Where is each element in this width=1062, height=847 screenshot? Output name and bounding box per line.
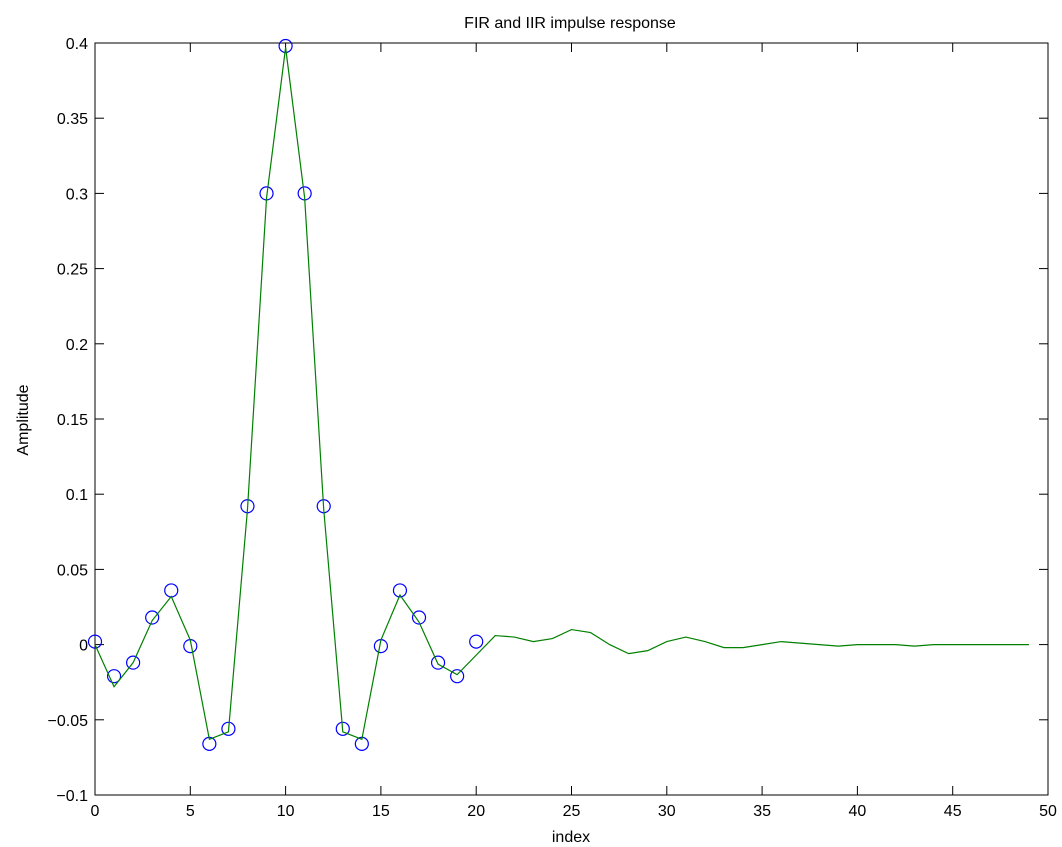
fir-response-point bbox=[411, 610, 427, 625]
x-tick-label: 10 bbox=[277, 803, 295, 820]
x-tick-label: 0 bbox=[91, 803, 100, 820]
x-tick-label: 20 bbox=[467, 803, 485, 820]
y-tick-label: −0.1 bbox=[56, 788, 88, 805]
x-tick-label: 50 bbox=[1039, 803, 1057, 820]
x-tick-label: 40 bbox=[849, 803, 867, 820]
axes-box bbox=[94, 42, 1049, 796]
y-tick-label: 0 bbox=[79, 638, 88, 655]
y-tick-label: −0.05 bbox=[48, 713, 89, 730]
fir-response-point bbox=[335, 721, 350, 736]
x-tick-label: 45 bbox=[944, 803, 962, 820]
fir-response-point bbox=[450, 669, 465, 684]
fir-response-point bbox=[430, 655, 446, 670]
fir-response-point bbox=[106, 669, 122, 684]
x-tick-label: 5 bbox=[186, 803, 195, 820]
x-tick-label: 25 bbox=[563, 803, 581, 820]
y-tick-label: 0.4 bbox=[66, 36, 88, 53]
fir-response-point bbox=[392, 583, 408, 598]
x-tick-label: 30 bbox=[658, 803, 676, 820]
fir-response-point bbox=[221, 721, 236, 736]
x-tick-label: 35 bbox=[753, 803, 771, 820]
iir-response-line bbox=[94, 47, 1029, 741]
x-tick-label: 15 bbox=[372, 803, 390, 820]
fir-response-point bbox=[87, 634, 103, 649]
fir-response-point bbox=[278, 38, 293, 54]
chart-title: FIR and IIR impulse response bbox=[464, 15, 676, 32]
fir-response-point bbox=[469, 634, 484, 649]
plot-area: 0 5 10 15 20 25 30 35 40 45 50 −0.1 −0.05 0 0.05 0.1 0.1… bbox=[48, 36, 1057, 820]
fir-response-point bbox=[126, 655, 141, 670]
x-axis-label: index bbox=[552, 829, 590, 846]
fir-response-point bbox=[164, 583, 179, 598]
y-tick-label: 0.35 bbox=[57, 111, 88, 128]
y-tick-label: 0.2 bbox=[66, 337, 88, 354]
y-axis-label: Amplitude bbox=[15, 384, 32, 455]
y-tick-label: 0.3 bbox=[66, 186, 88, 203]
y-tick-label: 0.1 bbox=[66, 487, 88, 504]
fir-response-point bbox=[145, 610, 160, 625]
y-tick-label: 0.15 bbox=[57, 412, 88, 429]
y-tick-label: 0.25 bbox=[57, 262, 88, 279]
y-tick-label: 0.05 bbox=[57, 562, 88, 579]
